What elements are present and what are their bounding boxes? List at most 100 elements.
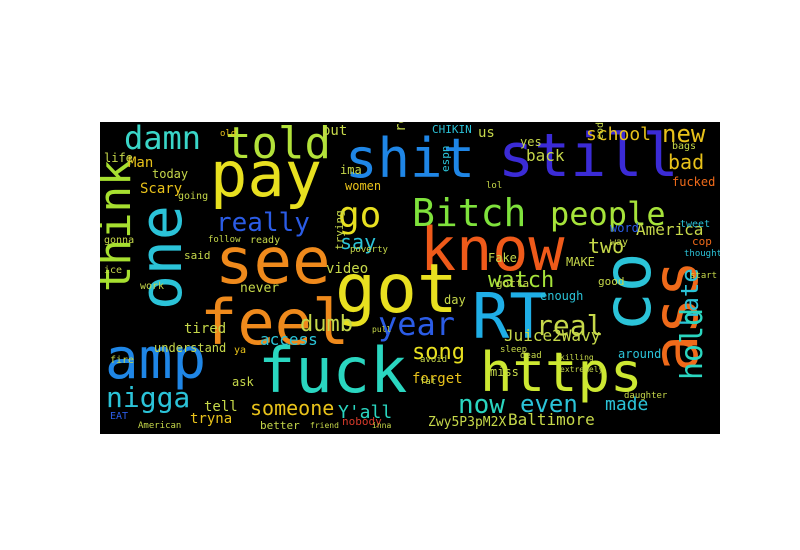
word: nobody bbox=[342, 415, 382, 428]
word: RT bbox=[472, 280, 547, 353]
word: school bbox=[586, 124, 652, 145]
word: tired bbox=[184, 321, 227, 337]
word: Fake bbox=[488, 251, 517, 265]
word: inna bbox=[372, 421, 392, 430]
word: daughter bbox=[624, 391, 668, 401]
word: made bbox=[605, 394, 649, 415]
word: real bbox=[536, 309, 604, 342]
word: fat bbox=[420, 377, 437, 387]
word: two bbox=[588, 234, 625, 258]
word: still bbox=[498, 122, 679, 191]
word: CHIKIN bbox=[432, 123, 472, 136]
word: dumb bbox=[300, 312, 353, 337]
word: pull bbox=[372, 325, 392, 334]
word: fuck bbox=[258, 334, 408, 407]
word: nigga bbox=[106, 381, 191, 414]
word: know bbox=[420, 215, 565, 285]
word: video bbox=[326, 261, 369, 277]
word: miss bbox=[490, 365, 519, 379]
word: Scary bbox=[140, 181, 183, 197]
word: one bbox=[127, 205, 195, 310]
word: day bbox=[444, 293, 466, 307]
word: Juice2Wavy bbox=[504, 326, 601, 345]
word: lol bbox=[486, 181, 503, 191]
word: understand bbox=[154, 341, 227, 355]
word: someone bbox=[250, 396, 335, 420]
word: hold bbox=[675, 307, 710, 380]
word: poverty bbox=[350, 245, 388, 255]
word: really bbox=[216, 208, 310, 238]
word: song bbox=[412, 340, 465, 365]
word: forget bbox=[412, 371, 463, 387]
word: now bbox=[458, 390, 505, 420]
word: good bbox=[598, 275, 625, 288]
word: fire bbox=[110, 355, 135, 366]
word: trying bbox=[333, 210, 346, 250]
word: yes bbox=[520, 135, 542, 149]
word: espn bbox=[439, 145, 452, 173]
word: bad bbox=[668, 150, 705, 174]
word: avoid bbox=[420, 355, 448, 365]
word: got bbox=[335, 250, 458, 329]
word: shit bbox=[345, 127, 476, 190]
word: Zwy5P3pM2X bbox=[428, 415, 507, 430]
word: access bbox=[260, 330, 318, 349]
word: pay bbox=[210, 138, 322, 211]
word: tell bbox=[204, 399, 238, 415]
word: gotta bbox=[496, 277, 530, 290]
word: thought bbox=[684, 249, 720, 259]
word: life bbox=[104, 151, 133, 165]
word: say bbox=[340, 230, 377, 254]
word: us bbox=[478, 125, 495, 141]
word: even bbox=[520, 390, 578, 418]
word: old bbox=[220, 129, 237, 139]
word: Y'all bbox=[338, 402, 393, 423]
word: never bbox=[240, 281, 280, 296]
word: Baltimore bbox=[508, 410, 595, 429]
word: enough bbox=[540, 289, 584, 303]
word: follow bbox=[208, 235, 241, 245]
word: cop bbox=[692, 235, 712, 248]
word: Man bbox=[128, 155, 154, 171]
word: code bbox=[595, 122, 606, 140]
word: ice bbox=[104, 265, 123, 276]
word: women bbox=[345, 179, 382, 193]
word: around bbox=[618, 347, 662, 361]
word: tweet bbox=[680, 219, 711, 230]
word: America bbox=[636, 220, 704, 239]
word: told bbox=[225, 122, 331, 169]
word: start bbox=[690, 271, 718, 281]
word: back bbox=[526, 146, 565, 165]
word: going bbox=[178, 191, 209, 202]
word: said bbox=[184, 249, 211, 262]
word: watch bbox=[488, 268, 555, 293]
word: extremely bbox=[560, 365, 604, 374]
word: amp bbox=[105, 327, 207, 392]
word: re bbox=[393, 122, 409, 132]
word-cloud: still shit pay damn told new think one s… bbox=[100, 122, 720, 434]
word: ya bbox=[234, 345, 247, 356]
word: dead bbox=[520, 351, 542, 361]
word: Bitch bbox=[412, 191, 527, 235]
word: year bbox=[378, 305, 456, 343]
word: MAKE bbox=[566, 255, 595, 269]
word: damn bbox=[124, 122, 202, 157]
word: gonna bbox=[104, 235, 135, 246]
word: bags bbox=[672, 141, 697, 152]
word: EAT bbox=[110, 411, 129, 422]
word: American bbox=[138, 421, 182, 431]
word: ima bbox=[340, 163, 362, 177]
word: friend bbox=[310, 421, 339, 430]
word: new bbox=[662, 122, 706, 148]
word: feel bbox=[200, 286, 350, 359]
word: ready bbox=[250, 235, 281, 246]
word: go bbox=[338, 195, 382, 236]
word: ask bbox=[232, 375, 254, 389]
word: today bbox=[152, 167, 189, 181]
word: work bbox=[140, 281, 165, 292]
word: word bbox=[610, 221, 639, 235]
word: way bbox=[610, 237, 629, 248]
word: tryna bbox=[190, 411, 233, 427]
word: people bbox=[550, 195, 666, 233]
word: see bbox=[215, 225, 331, 299]
